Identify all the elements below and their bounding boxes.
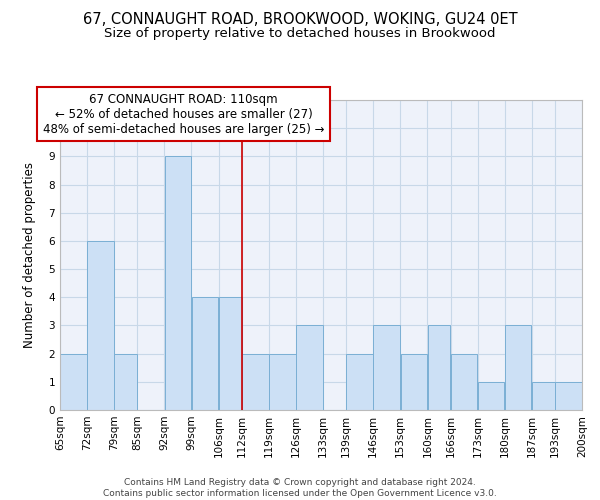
Bar xyxy=(555,382,582,410)
Bar xyxy=(219,298,242,410)
Bar xyxy=(451,354,478,410)
Bar xyxy=(373,326,400,410)
Bar xyxy=(532,382,555,410)
Bar xyxy=(401,354,427,410)
Bar xyxy=(242,354,269,410)
Bar xyxy=(428,326,451,410)
Text: Contains HM Land Registry data © Crown copyright and database right 2024.
Contai: Contains HM Land Registry data © Crown c… xyxy=(103,478,497,498)
Text: 67, CONNAUGHT ROAD, BROOKWOOD, WOKING, GU24 0ET: 67, CONNAUGHT ROAD, BROOKWOOD, WOKING, G… xyxy=(83,12,517,28)
Text: Size of property relative to detached houses in Brookwood: Size of property relative to detached ho… xyxy=(104,28,496,40)
Bar xyxy=(60,354,87,410)
Text: 67 CONNAUGHT ROAD: 110sqm
← 52% of detached houses are smaller (27)
48% of semi-: 67 CONNAUGHT ROAD: 110sqm ← 52% of detac… xyxy=(43,92,325,136)
Bar xyxy=(296,326,323,410)
Bar xyxy=(164,156,191,410)
Bar xyxy=(505,326,532,410)
Bar xyxy=(88,241,114,410)
Bar xyxy=(346,354,373,410)
Y-axis label: Number of detached properties: Number of detached properties xyxy=(23,162,37,348)
Bar xyxy=(192,298,218,410)
Bar xyxy=(115,354,137,410)
Bar xyxy=(269,354,296,410)
Bar xyxy=(478,382,505,410)
